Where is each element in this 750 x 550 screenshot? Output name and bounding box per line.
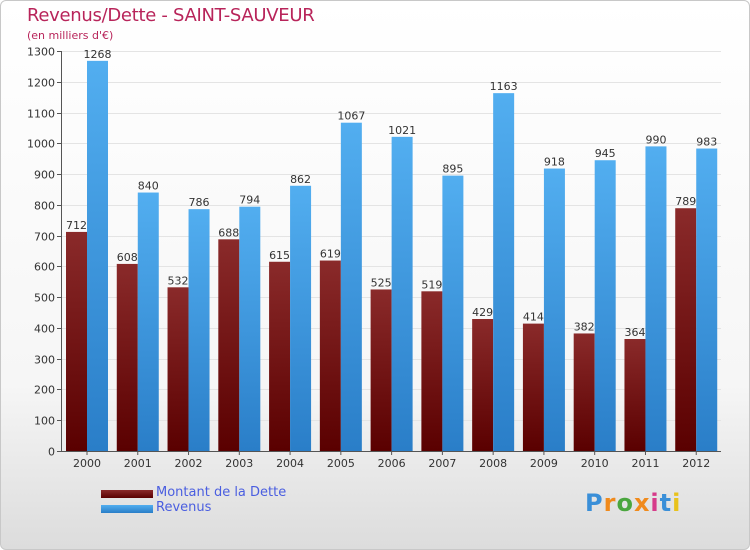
data-label-revenus: 794	[239, 194, 260, 207]
y-tick-label: 1200	[27, 77, 55, 90]
logo-letter: i	[650, 489, 660, 517]
data-label-revenus: 1021	[388, 124, 416, 137]
data-label-dette: 615	[269, 249, 290, 262]
bar-dette	[319, 260, 341, 451]
y-tick-label: 600	[34, 261, 55, 274]
logo-letter: i	[672, 489, 682, 517]
bar-revenus	[87, 60, 108, 451]
data-label-revenus: 918	[544, 156, 565, 169]
data-label-dette: 608	[117, 251, 138, 264]
logo-letter: r	[603, 489, 617, 517]
data-label-dette: 712	[66, 219, 87, 232]
data-label-revenus: 1268	[84, 48, 112, 61]
logo-letter: o	[616, 489, 634, 517]
y-tick-label: 100	[34, 415, 55, 428]
x-tick-label: 2007	[428, 457, 456, 470]
y-tick-label: 700	[34, 231, 55, 244]
y-tick-label: 300	[34, 354, 55, 367]
data-label-revenus: 983	[696, 136, 717, 149]
data-label-dette: 382	[574, 320, 595, 333]
bar-dette	[472, 319, 494, 451]
bar-dette	[66, 231, 87, 451]
bar-dette	[421, 291, 443, 451]
data-label-dette: 619	[320, 248, 341, 261]
y-tick-label: 900	[34, 169, 55, 182]
data-label-revenus: 862	[290, 173, 311, 186]
bar-revenus	[239, 206, 261, 451]
bar-dette	[167, 287, 189, 451]
bar-revenus	[493, 93, 515, 452]
y-tick-label: 1100	[27, 108, 55, 121]
data-label-revenus: 840	[138, 180, 159, 193]
chart-subtitle: (en milliers d'€)	[27, 29, 114, 42]
bar-revenus	[543, 168, 565, 452]
legend-swatch-revenus	[101, 505, 153, 513]
data-label-dette: 414	[523, 311, 544, 324]
data-label-revenus: 990	[645, 133, 666, 146]
logo-letter: P	[585, 489, 604, 517]
y-tick-label: 800	[34, 200, 55, 213]
bar-dette	[675, 208, 697, 451]
x-tick-label: 2004	[276, 457, 304, 470]
bar-revenus	[645, 146, 667, 451]
data-label-dette: 789	[675, 195, 696, 208]
data-label-dette: 519	[421, 278, 442, 291]
x-tick-label: 2000	[73, 457, 101, 470]
bar-revenus	[137, 192, 159, 452]
logo-letter: t	[659, 489, 673, 517]
chart-title: Revenus/Dette - SAINT-SAUVEUR	[27, 5, 315, 26]
bar-revenus	[696, 148, 718, 452]
x-tick-label: 2008	[479, 457, 507, 470]
bar-revenus	[340, 122, 362, 451]
x-tick-label: 2010	[581, 457, 609, 470]
x-tick-label: 2011	[631, 457, 659, 470]
data-label-revenus: 945	[595, 147, 616, 160]
legend-label-dette: Montant de la Dette	[156, 485, 287, 500]
bar-dette	[370, 289, 392, 451]
x-tick-label: 2009	[530, 457, 558, 470]
data-label-revenus: 895	[442, 163, 463, 176]
logo-letter: x	[633, 489, 651, 517]
y-tick-label: 200	[34, 384, 55, 397]
bar-dette	[573, 333, 595, 451]
x-tick-label: 2003	[225, 457, 253, 470]
y-tick-label: 1300	[27, 46, 55, 59]
bar-revenus	[391, 136, 413, 451]
x-tick-label: 2001	[124, 457, 152, 470]
x-tick-label: 2012	[682, 457, 710, 470]
x-tick-label: 2002	[175, 457, 203, 470]
data-label-revenus: 1067	[337, 110, 365, 123]
data-label-revenus: 786	[189, 196, 210, 209]
proxiti-logo: Proxiti	[585, 489, 681, 517]
bar-dette	[522, 323, 544, 451]
data-label-revenus: 1163	[490, 80, 518, 93]
bar-dette	[218, 239, 240, 451]
data-label-dette: 429	[472, 306, 493, 319]
bar-revenus	[188, 209, 210, 451]
data-label-dette: 525	[371, 276, 392, 289]
y-tick-label: 1000	[27, 138, 55, 151]
data-label-dette: 364	[624, 326, 645, 339]
y-tick-label: 500	[34, 292, 55, 305]
y-tick-label: 400	[34, 323, 55, 336]
y-tick-label: 0	[48, 446, 55, 459]
x-tick-label: 2006	[378, 457, 406, 470]
bar-revenus	[594, 160, 616, 451]
bar-revenus	[442, 175, 464, 451]
legend-swatch-dette	[101, 490, 153, 498]
x-tick-label: 2005	[327, 457, 355, 470]
bar-dette	[624, 339, 646, 451]
bar-dette	[269, 261, 291, 451]
bar-revenus	[290, 185, 312, 451]
bar-dette	[116, 263, 138, 451]
data-label-dette: 688	[218, 226, 239, 239]
data-label-dette: 532	[168, 274, 189, 287]
legend-label-revenus: Revenus	[156, 500, 212, 515]
